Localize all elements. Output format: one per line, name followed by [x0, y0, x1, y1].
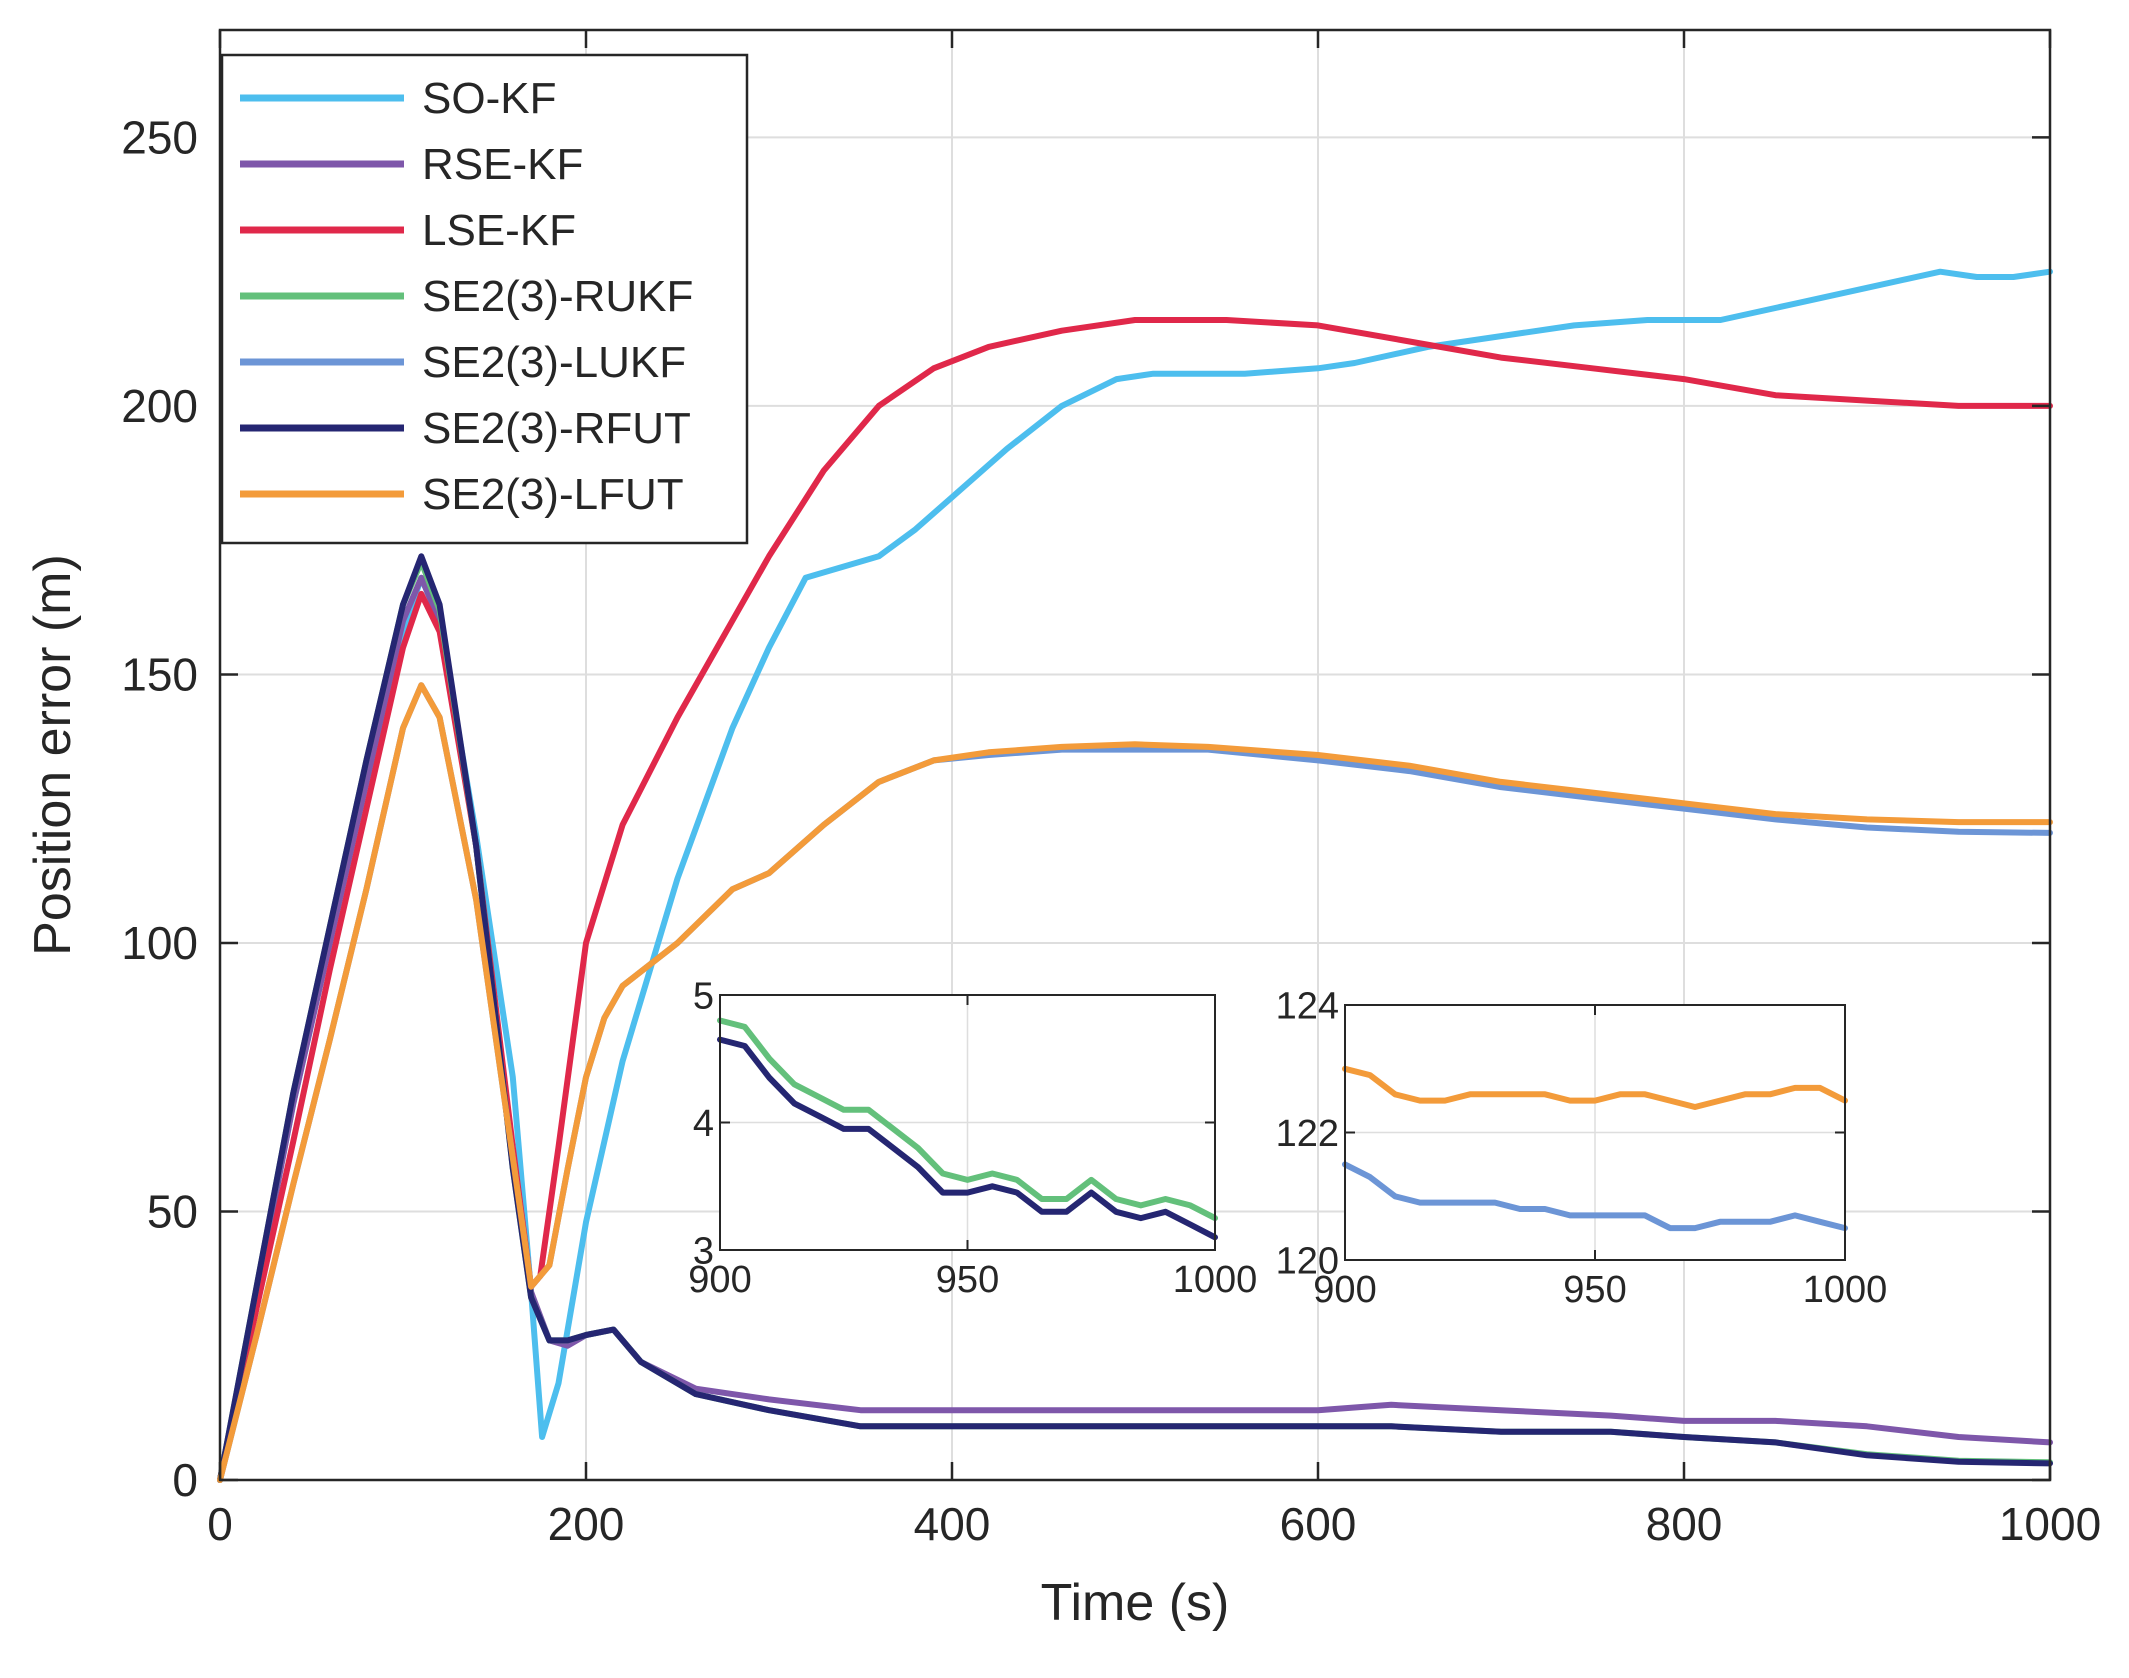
inset1-x-tick-label: 900 [688, 1259, 751, 1301]
inset1-x-tick-label: 950 [936, 1259, 999, 1301]
inset1-x-tick-label: 1000 [1173, 1259, 1258, 1301]
main-series-lse-kf [217, 317, 2053, 1483]
legend-label-rse-kf: RSE-KF [422, 140, 583, 189]
main-series-se2-3-rfut [217, 553, 2053, 1483]
main-y-tick-label: 250 [121, 112, 198, 164]
main-x-tick-label: 1000 [1999, 1498, 2101, 1550]
main-y-tick-label: 150 [121, 649, 198, 701]
main-y-tick-label: 100 [121, 917, 198, 969]
main-y-tick-label: 50 [147, 1186, 198, 1238]
inset1-y-tick-label: 5 [693, 975, 714, 1017]
inset2-x-tick-label: 950 [1563, 1269, 1626, 1311]
inset1-y-tick-label: 4 [693, 1103, 714, 1145]
legend-label-so-kf: SO-KF [422, 74, 556, 123]
legend-label-se2-3-lukf: SE2(3)-LUKF [422, 338, 686, 387]
inset1-series-se2-3-rukf [717, 1017, 1218, 1222]
inset-plot-rukf-rfut: 900 950 1000 3 4 5 [688, 975, 1257, 1301]
inset2-y-tick-label: 124 [1276, 985, 1339, 1027]
inset2-y-tick-label: 120 [1276, 1240, 1339, 1282]
inset1-y-tick-label: 3 [693, 1230, 714, 1272]
inset-plot-lukf-lfut: 900 950 1000 120 122 124 [1276, 985, 1888, 1311]
inset2-series-se2-3-lfut [1342, 1065, 1848, 1110]
main-y-tick-label: 200 [121, 380, 198, 432]
legend-label-lse-kf: LSE-KF [422, 206, 576, 255]
inset2-x-tick-label: 900 [1313, 1269, 1376, 1311]
main-y-axis-title: Position error (m) [24, 554, 82, 956]
main-x-axis-title: Time (s) [1041, 1574, 1230, 1632]
legend-label-se2-3-lfut: SE2(3)-LFUT [422, 470, 684, 519]
main-series-se2-3-lfut [217, 682, 2053, 1483]
legend: SO-KF RSE-KF LSE-KF SE2(3)-RUKF SE2(3)-LUKF S… [220, 53, 749, 545]
main-x-tick-label: 400 [914, 1498, 991, 1550]
legend-label-se2-3-rfut: SE2(3)-RFUT [422, 404, 691, 453]
legend-label-se2-3-rukf: SE2(3)-RUKF [422, 272, 693, 321]
inset2-y-tick-label: 122 [1276, 1113, 1339, 1155]
main-axes-box [218, 28, 2052, 1482]
main-x-tick-label: 0 [207, 1498, 233, 1550]
main-x-tick-label: 600 [1280, 1498, 1357, 1550]
main-x-tick-label: 800 [1646, 1498, 1723, 1550]
inset2-series-se2-3-lukf [1342, 1161, 1848, 1232]
inset2-x-tick-label: 1000 [1803, 1269, 1888, 1311]
main-y-tick-label: 0 [172, 1454, 198, 1506]
main-x-tick-label: 200 [548, 1498, 625, 1550]
inset1-series-se2-3-rfut [717, 1036, 1218, 1241]
